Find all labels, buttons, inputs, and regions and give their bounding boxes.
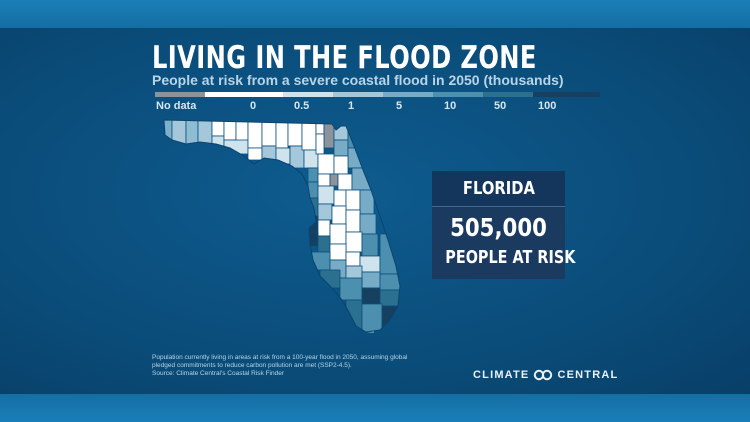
- county: [323, 120, 335, 149]
- county: [317, 153, 335, 175]
- county: [345, 251, 361, 267]
- county: [379, 273, 400, 291]
- florida-county-map: [163, 119, 401, 333]
- callout-body: 505,000 PEOPLE AT RISK: [432, 206, 576, 279]
- legend-swatch-0-5: [283, 92, 333, 97]
- legend-swatch-100: [533, 92, 600, 97]
- county: [361, 271, 381, 289]
- legend-swatch-5: [383, 92, 433, 97]
- footnote-line: Population currently living in areas at …: [152, 354, 408, 361]
- county: [164, 120, 173, 149]
- county: [315, 120, 325, 135]
- county: [361, 233, 379, 257]
- footnote-line: pledged commitments to reduce carbon pol…: [152, 362, 352, 369]
- county: [381, 305, 400, 332]
- county: [329, 223, 347, 245]
- legend-label-10: 10: [444, 100, 457, 112]
- county: [287, 120, 303, 147]
- county: [333, 120, 349, 141]
- county: [303, 231, 319, 247]
- footnote: Population currently living in areas at …: [152, 354, 452, 378]
- county: [345, 231, 363, 253]
- county: [359, 255, 381, 273]
- county: [379, 289, 400, 307]
- footnote-source: Source: Climate Central's Coastal Risk F…: [152, 370, 285, 377]
- callout-value: 505,000: [450, 213, 547, 242]
- callout-state-name: FLORIDA: [462, 178, 535, 199]
- graphic-subtitle: People at risk from a severe coastal flo…: [152, 72, 564, 88]
- county: [317, 219, 331, 237]
- county: [345, 209, 361, 233]
- county: [361, 287, 381, 305]
- callout-header: FLORIDA: [432, 171, 565, 206]
- legend-label-1: 1: [348, 100, 355, 112]
- legend-swatch-0: [205, 92, 283, 97]
- county: [361, 303, 383, 332]
- infinity-logo-icon: [534, 369, 553, 381]
- county: [317, 173, 331, 187]
- county: [301, 120, 317, 151]
- state-callout: FLORIDA 505,000 PEOPLE AT RISK: [432, 171, 576, 279]
- legend-label-0: 0: [250, 100, 257, 112]
- county: [247, 147, 263, 161]
- county: [317, 203, 333, 221]
- county: [333, 139, 349, 157]
- county: [359, 213, 377, 235]
- legend-color-bar: [155, 92, 600, 97]
- county: [333, 189, 347, 207]
- legend-label-100: 100: [538, 100, 557, 112]
- state-outline: [163, 119, 401, 333]
- county: [211, 135, 225, 151]
- callout-caption: PEOPLE AT RISK: [445, 247, 576, 268]
- legend-swatch-50: [483, 92, 533, 97]
- county: [345, 189, 361, 211]
- legend-label-0-5: 0.5: [294, 100, 310, 112]
- county: [339, 277, 363, 301]
- county: [315, 133, 325, 155]
- legend-label-no-data: No data: [156, 100, 197, 112]
- top-band: [0, 0, 750, 28]
- legend-swatch-10: [433, 92, 483, 97]
- county: [347, 120, 363, 149]
- legend-label-5: 5: [396, 100, 403, 112]
- legend-label-50: 50: [494, 100, 507, 112]
- county: [351, 167, 373, 191]
- county: [329, 173, 339, 187]
- graphic-panel: [0, 28, 750, 394]
- graphic-title: LIVING IN THE FLOOD ZONE: [152, 40, 537, 76]
- county: [331, 205, 347, 225]
- county: [317, 185, 335, 205]
- county: [337, 173, 353, 191]
- county: [307, 167, 319, 183]
- county: [317, 235, 331, 253]
- climate-central-logo: CLIMATE CENTRAL: [473, 369, 618, 381]
- county: [329, 243, 347, 261]
- logo-text-right: CENTRAL: [557, 369, 619, 381]
- bottom-band: [0, 394, 750, 422]
- logo-text-left: CLIMATE: [473, 369, 530, 381]
- legend-swatch-no-data: [155, 92, 205, 97]
- legend-swatch-1: [333, 92, 383, 97]
- county: [333, 155, 349, 175]
- florida-keys: [366, 331, 375, 333]
